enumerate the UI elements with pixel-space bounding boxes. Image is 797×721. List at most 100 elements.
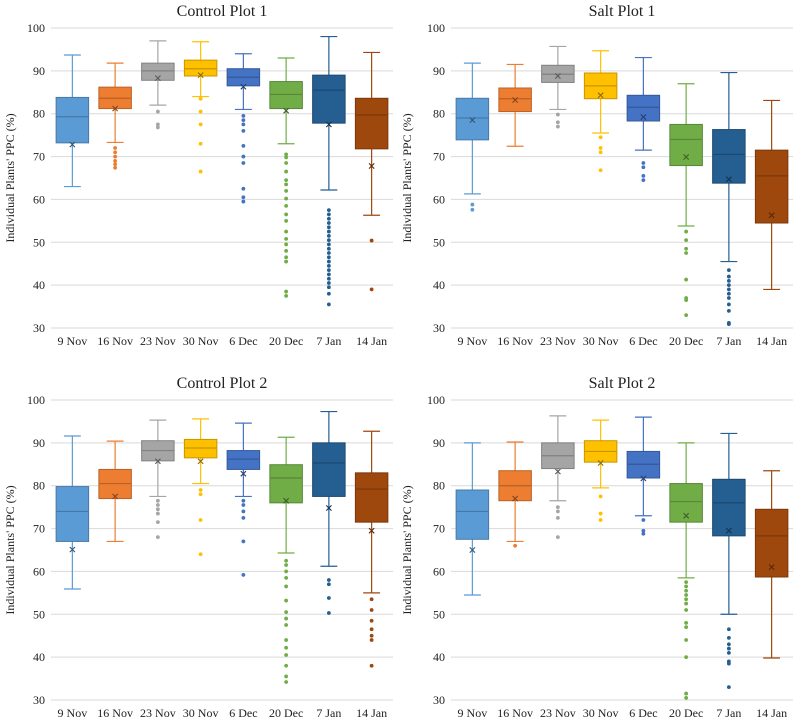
outlier-point: [284, 259, 289, 264]
x-tick-label: 30 Nov: [583, 334, 619, 348]
box-30-nov: [583, 50, 618, 173]
outlier-point: [326, 281, 331, 285]
iqr-box: [183, 59, 218, 77]
iqr-box: [669, 123, 703, 167]
outlier-point: [726, 283, 731, 288]
box-16-nov: [98, 440, 132, 543]
outlier-point: [326, 259, 331, 264]
x-tick-label: 30 Nov: [583, 706, 619, 720]
outlier-point: [113, 165, 118, 170]
outlier-point: [284, 558, 289, 563]
outlier-point: [284, 161, 289, 165]
mean-marker: [725, 527, 732, 534]
outlier-point: [284, 653, 289, 657]
y-axis-label: Individual Plants' PPC (%): [3, 485, 17, 614]
panel-salt-plot-1: Salt Plot 1 Individual Plants' PPC (%) 3…: [400, 3, 793, 348]
outlier-point: [598, 135, 603, 140]
box-16-nov: [498, 441, 532, 548]
outlier-point: [241, 143, 246, 148]
mean-marker: [640, 475, 647, 482]
box-9-nov: [455, 442, 490, 596]
outlier-point: [284, 203, 289, 208]
iqr-box: [269, 81, 303, 110]
box-14-jan: [754, 470, 789, 659]
outlier-point: [284, 680, 289, 684]
iqr-box: [754, 508, 789, 578]
mean-marker: [69, 141, 76, 148]
iqr-box: [269, 464, 303, 504]
outlier-point: [284, 638, 289, 642]
outlier-point: [326, 251, 331, 255]
box-20-dec: [269, 436, 303, 684]
outlier-point: [369, 608, 374, 612]
mean-marker: [469, 547, 476, 553]
outlier-point: [555, 112, 560, 117]
iqr-box: [354, 97, 389, 150]
box-30-nov: [183, 41, 218, 174]
outlier-point: [241, 128, 246, 133]
outlier-point: [326, 285, 331, 290]
y-axis-label: Individual Plants' PPC (%): [400, 113, 414, 242]
iqr-box: [455, 97, 490, 141]
box-9-nov: [455, 62, 490, 212]
outlier-point: [555, 120, 560, 125]
outlier-point: [684, 608, 689, 612]
box-6-dec: [626, 56, 661, 183]
outlier-point: [326, 291, 331, 296]
box-30-nov: [583, 419, 618, 522]
box-9-nov: [55, 435, 90, 590]
box-23-nov: [141, 419, 175, 540]
outlier-point: [326, 272, 331, 277]
box-6-dec: [626, 416, 661, 536]
x-tick-label: 14 Jan: [356, 706, 387, 720]
outlier-point: [684, 625, 689, 630]
y-tick-label: 90: [433, 436, 445, 450]
y-tick-label: 60: [33, 192, 45, 206]
outlier-point: [284, 152, 289, 157]
outlier-point: [369, 663, 374, 668]
outlier-point: [726, 287, 731, 292]
outlier-point: [326, 208, 331, 213]
x-tick-label: 9 Nov: [458, 334, 488, 348]
y-tick-label: 100: [27, 21, 45, 35]
y-tick-label: 80: [433, 107, 445, 121]
x-tick-label: 14 Jan: [756, 706, 787, 720]
mean-marker: [197, 72, 204, 79]
y-tick-label: 70: [433, 150, 445, 164]
box-14-jan: [354, 51, 389, 292]
outlier-point: [684, 691, 689, 696]
y-tick-label: 40: [433, 650, 445, 664]
outlier-point: [284, 182, 289, 187]
outlier-point: [726, 278, 731, 283]
outlier-point: [684, 695, 689, 700]
outlier-point: [326, 276, 331, 281]
outlier-point: [369, 627, 374, 632]
x-tick-label: 23 Nov: [540, 334, 576, 348]
y-tick-label: 30: [433, 321, 445, 335]
x-tick-label: 7 Jan: [716, 706, 741, 720]
x-tick-label: 23 Nov: [140, 706, 176, 720]
y-tick-label: 70: [33, 522, 45, 536]
mean-marker: [725, 176, 732, 183]
x-tick-label: 9 Nov: [458, 706, 488, 720]
outlier-point: [326, 263, 331, 268]
outlier-point: [684, 620, 689, 625]
y-tick-label: 60: [433, 192, 445, 206]
mean-marker: [512, 97, 519, 103]
outlier-point: [726, 646, 731, 651]
outlier-point: [684, 593, 689, 597]
outlier-point: [241, 122, 246, 127]
panel-title: Control Plot 2: [177, 375, 268, 392]
outlier-point: [198, 518, 203, 522]
outlier-point: [198, 96, 203, 101]
outlier-point: [284, 674, 289, 679]
y-tick-label: 40: [33, 278, 45, 292]
y-tick-label: 100: [427, 393, 445, 407]
y-tick-label: 80: [433, 479, 445, 493]
outlier-point: [241, 195, 246, 200]
outlier-point: [684, 246, 689, 251]
outlier-point: [726, 308, 731, 313]
outlier-point: [598, 494, 603, 499]
y-tick-label: 70: [33, 150, 45, 164]
